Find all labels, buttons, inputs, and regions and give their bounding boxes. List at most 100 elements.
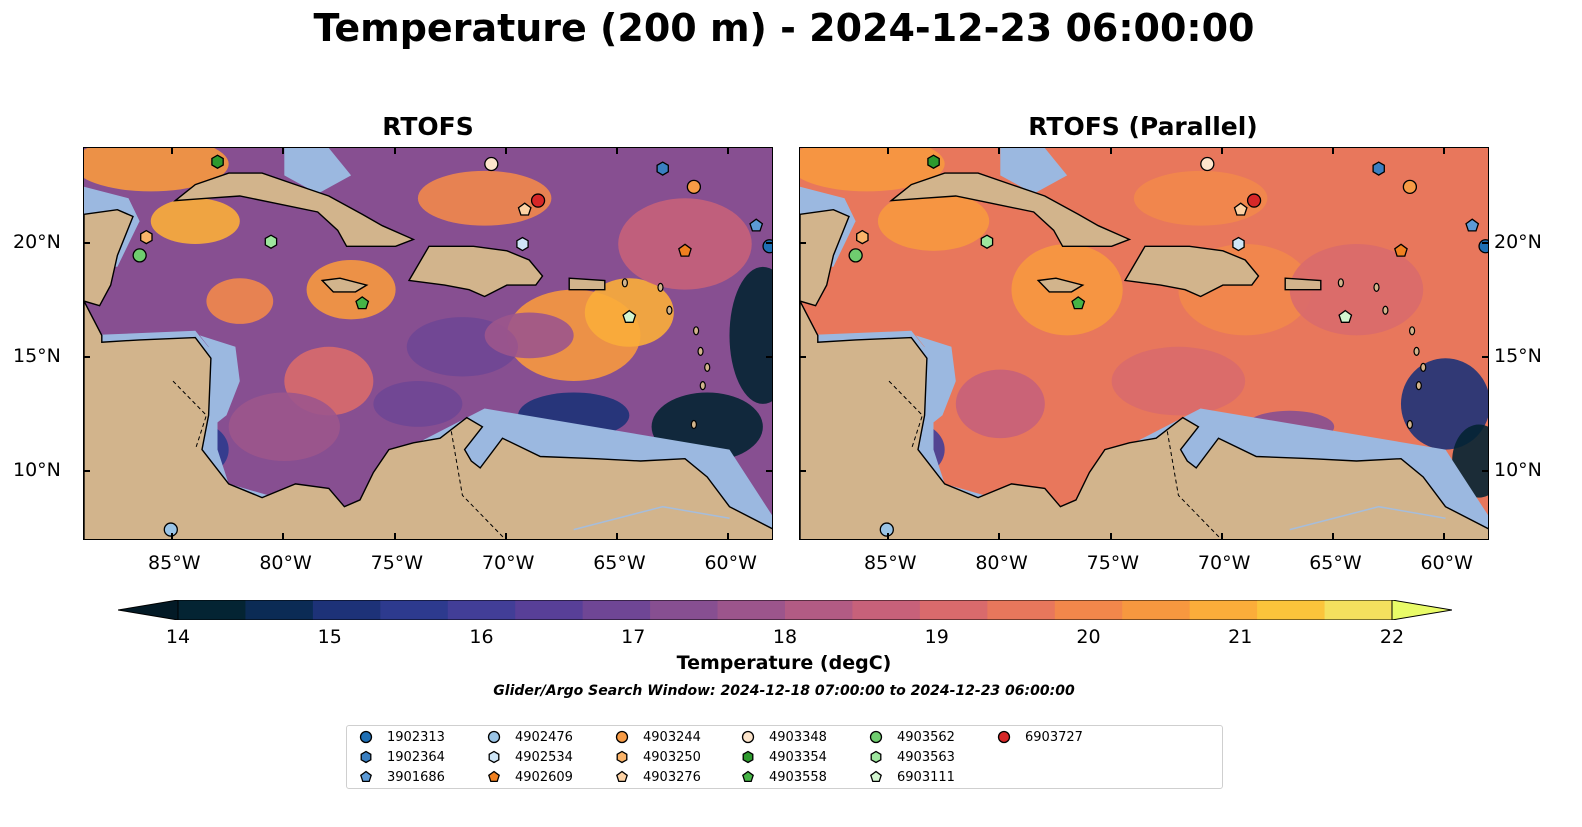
float-marker-4903348[interactable] [741,730,755,744]
float-marker-3901686[interactable] [1465,218,1480,232]
float-marker-6903727[interactable] [1246,193,1262,208]
float-marker-1902364[interactable] [656,161,669,176]
float-marker-6903727[interactable] [997,730,1011,744]
land-mainland [800,300,1488,539]
lat-tick-label: 20°N [1494,230,1542,253]
float-marker-4903250[interactable] [856,229,869,245]
legend-label: 4903250 [643,749,701,765]
float-marker-4903276[interactable] [1233,202,1248,216]
float-marker-4903562[interactable] [848,248,863,263]
border-line [172,380,207,450]
tick-mark [998,533,1001,540]
legend-label: 4902609 [515,769,573,785]
float-marker-4902534[interactable] [516,236,529,252]
float-marker-4903562[interactable] [132,248,147,263]
float-marker-4902476[interactable] [163,522,178,537]
pentagon-marker-icon [616,770,628,783]
colorbar-segment-1 [245,600,314,620]
temperature-contour-9 [729,266,772,404]
tick-mark [1109,147,1112,154]
float-marker-4903244[interactable] [615,730,629,744]
legend-item-4903348: 4903348 [741,728,827,746]
tick-mark [766,356,773,359]
tick-mark [1443,533,1446,540]
colorbar-segment-2 [312,600,381,620]
float-marker-3901686[interactable] [360,770,372,783]
lat-tick-label: 10°N [1494,459,1542,482]
float-marker-4903348[interactable] [484,156,499,172]
float-marker-4903354[interactable] [742,750,754,764]
float-marker-6903111[interactable] [622,309,637,323]
float-marker-4903563[interactable] [870,750,882,764]
figure-title: Temperature (200 m) - 2024-12-23 06:00:0… [313,6,1255,50]
float-marker-4903563[interactable] [264,234,278,249]
float-marker-4903276[interactable] [517,202,532,216]
tick-mark [83,241,90,244]
float-marker-4903244[interactable] [686,179,702,194]
legend-item-4902609: 4902609 [487,768,573,786]
temperature-contour-16 [206,278,274,324]
temperature-contour-13 [373,381,463,427]
float-marker-4902609[interactable] [488,770,500,783]
float-marker-4903562[interactable] [869,730,883,744]
colorbar-segment-14 [1122,600,1191,620]
float-marker-4902609[interactable] [1394,243,1408,257]
float-marker-6903727[interactable] [530,193,546,208]
legend-item-4903562: 4903562 [869,728,955,746]
circle-marker-icon [869,730,883,744]
map-panel-parallel[interactable] [799,147,1489,540]
river-line [573,505,730,531]
lon-tick-label: 60°W [704,552,757,574]
temperature-contour-15 [484,312,574,359]
colorbar-segment-4 [447,600,516,620]
legend-label: 3901686 [387,769,445,785]
float-marker-4903558[interactable] [355,296,370,310]
float-marker-1902364[interactable] [360,750,372,764]
colorbar-segment-7 [650,600,719,620]
map-panel-rtofs[interactable] [83,147,773,540]
legend-label: 4903562 [897,729,955,745]
float-marker-4902476[interactable] [879,522,894,537]
float-marker-4902534[interactable] [1232,236,1245,252]
float-marker-4903558[interactable] [742,770,754,783]
tick-mark [171,147,174,154]
float-marker-3901686[interactable] [749,218,764,232]
float-marker-4903244[interactable] [1402,179,1418,194]
float-marker-1902313[interactable] [359,730,373,744]
legend-item-4903250: 4903250 [615,748,701,766]
float-marker-4903348[interactable] [1200,156,1215,172]
legend-label: 6903111 [897,769,955,785]
float-marker-4903558[interactable] [1071,296,1086,310]
tick-mark [83,356,90,359]
float-marker-4903250[interactable] [140,229,153,245]
tick-mark [887,533,890,540]
float-marker-4903250[interactable] [616,750,628,764]
tick-mark [1220,147,1223,154]
colorbar-tick-label: 15 [317,626,342,648]
float-marker-4903563[interactable] [980,234,994,249]
float-marker-4902476[interactable] [487,730,501,744]
float-marker-4902534[interactable] [488,750,500,764]
hexagon-marker-icon [488,750,500,764]
colorbar-segment-12 [987,600,1056,620]
float-marker-4903354[interactable] [211,154,224,169]
small-island-6 [1373,282,1380,292]
float-marker-1902364[interactable] [1372,161,1385,176]
float-marker-4903354[interactable] [927,154,940,169]
circle-marker-icon [359,730,373,744]
pentagon-marker-icon [360,770,372,783]
colorbar-tick-label: 18 [772,626,798,648]
float-marker-4903276[interactable] [616,770,628,783]
land-puerto-rico [568,277,606,291]
float-marker-4902609[interactable] [678,243,692,257]
tick-mark [393,533,396,540]
hexagon-marker-icon [616,750,628,764]
float-marker-6903111[interactable] [1338,309,1353,323]
tick-mark [799,356,806,359]
land-hispaniola [1123,245,1260,298]
map-canvas-parallel [800,148,1488,539]
circle-marker-icon [487,730,501,744]
float-marker-6903111[interactable] [870,770,882,783]
lat-tick-label: 15°N [1494,345,1542,368]
tick-mark [393,147,396,154]
